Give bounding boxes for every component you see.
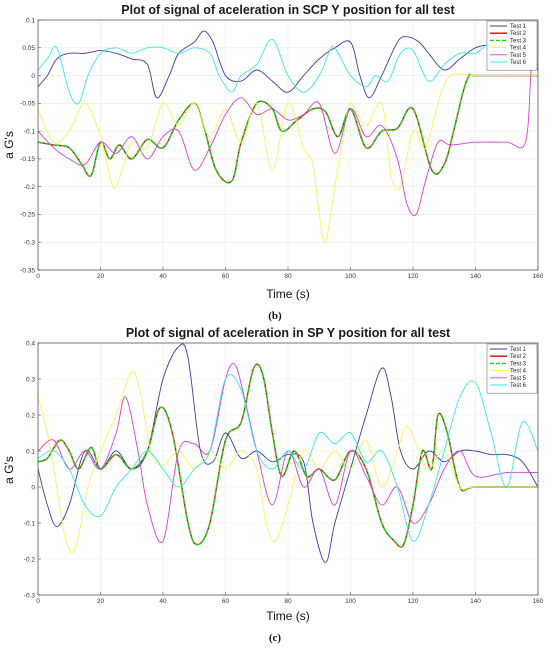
x-tick-label: 40 [159,273,167,280]
legend-label: Test 5 [510,53,527,59]
y-tick-label: -0.15 [20,156,35,163]
y-tick-label: -0.35 [20,267,35,274]
series-line-test-1 [38,343,538,564]
x-tick-label: 60 [222,598,230,605]
series-lines [38,30,538,244]
x-tick-label: 160 [533,273,544,280]
x-tick-label: 140 [470,273,481,280]
y-tick-label: -0.25 [20,212,35,219]
y-tick-label: 0.1 [26,17,35,24]
x-tick-label: 60 [222,273,230,280]
series-line-test-1 [38,30,538,99]
series-lines [38,343,538,564]
y-tick-label: -0.1 [24,128,36,135]
legend-label: Test 3 [510,38,527,44]
legend-label: Test 4 [510,46,527,52]
legend-label: Test 5 [510,376,527,382]
y-tick-label: 0.1 [26,448,35,455]
legend-label: Test 2 [510,354,527,360]
x-axis-label: Time (s) [266,287,310,301]
x-tick-label: 20 [97,273,105,280]
legend-label: Test 1 [510,24,527,30]
series-line-test-4 [38,73,538,244]
x-tick-label: 160 [533,598,544,605]
legend-label: Test 6 [510,383,527,389]
y-tick-label: 0 [31,73,35,80]
x-tick-label: 140 [470,598,481,605]
x-tick-label: 20 [97,598,105,605]
axes-frame [37,19,539,271]
legend-label: Test 3 [510,361,527,367]
chart-title: Plot of signal of aceleration in SCP Y p… [121,3,455,17]
x-tick-label: 120 [408,273,419,280]
series-line-test-3 [38,73,538,184]
y-tick-label: 0.05 [22,45,35,52]
x-tick-label: 120 [408,598,419,605]
y-tick-label: -0.2 [24,184,36,191]
x-tick-label: 0 [36,598,40,605]
y-tick-label: -0.05 [20,101,35,108]
series-line-test-6 [38,374,538,542]
x-tick-label: 100 [345,273,356,280]
figure-caption: (b) [268,310,282,322]
y-tick-label: 0 [31,484,35,491]
chart-panel-b: Plot of signal of aceleration in SCP Y p… [2,3,544,322]
x-tick-label: 40 [159,598,167,605]
chart-title: Plot of signal of aceleration in SP Y po… [126,326,451,340]
y-tick-label: -0.2 [24,556,36,563]
chart-panel-c: Plot of signal of aceleration in SP Y po… [2,326,544,644]
series-line-test-5 [38,59,538,217]
y-tick-label: -0.3 [24,240,36,247]
y-tick-label: 0.3 [26,376,35,383]
x-tick-label: 80 [284,598,292,605]
y-tick-label: -0.1 [24,520,36,527]
x-tick-label: 0 [36,273,40,280]
y-axis-label: a G's [2,456,16,484]
legend-label: Test 1 [510,347,527,353]
x-tick-label: 80 [284,273,292,280]
legend-label: Test 6 [510,60,527,66]
legend-label: Test 2 [510,31,527,37]
y-axis-label: a G's [2,131,16,159]
x-tick-label: 100 [345,598,356,605]
series-line-test-4 [38,371,538,554]
figure-caption: (c) [269,632,282,644]
axes-frame [37,342,539,596]
legend-label: Test 4 [510,369,527,375]
y-tick-label: 0.2 [26,412,35,419]
y-tick-label: -0.3 [24,592,36,599]
series-line-test-3 [38,363,538,548]
y-tick-label: 0.4 [26,340,35,347]
x-axis-label: Time (s) [266,609,310,623]
series-line-test-6 [38,38,538,105]
